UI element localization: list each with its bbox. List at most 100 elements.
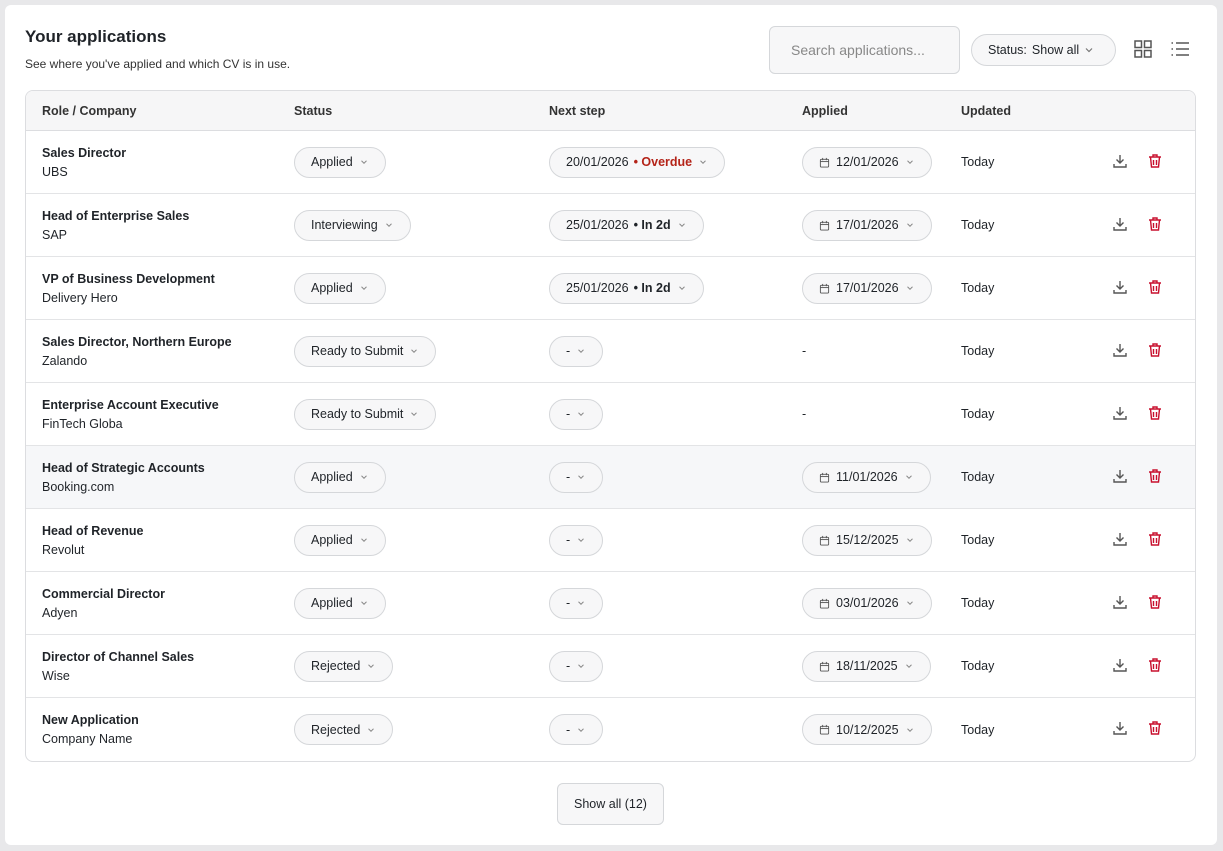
company: FinTech Globa [42,416,123,431]
download-icon[interactable] [1112,153,1128,169]
updated-cell: Today [961,533,1195,547]
delete-icon[interactable] [1147,216,1163,232]
table-row: Head of Strategic Accounts Booking.com App… [26,446,1195,509]
download-icon[interactable] [1112,216,1128,232]
applied-cell: 17/01/2026 [802,272,961,304]
status: Applied [311,533,353,547]
table-row: Head of Enterprise Sales SAP Interviewing 2… [26,194,1195,257]
next-step-pill[interactable]: - [549,461,604,493]
chevron [360,475,367,479]
calendar-icon [819,598,830,609]
table-row: Enterprise Account Executive FinTech Glob… [26,383,1195,446]
applied-date: 18/11/2025 [836,659,898,673]
next-step-note: • Overdue [633,155,693,169]
status: Rejected [311,722,361,737]
company: Company Name [42,732,133,746]
show-all-button[interactable]: Show all (12) [557,783,664,825]
applied-pill[interactable]: 03/01/2026 [802,587,932,619]
download-icon[interactable] [1112,594,1128,610]
applied-pill[interactable]: 12/01/2026 [802,146,932,178]
applied-pill[interactable]: 10/12/2025 [802,714,932,745]
next-step-pill[interactable]: - [549,524,604,556]
chevron [1085,48,1093,53]
column-header: Updated [961,103,1011,118]
updated-cell: Today [961,470,1195,484]
grid-view[interactable] [1134,40,1152,58]
download-icon[interactable] [1112,405,1128,421]
updated-cell: Today [961,723,1195,737]
title: Your applications [25,27,167,46]
applied-pill[interactable]: 17/01/2026 [802,209,932,241]
next-step-note: • In 2d [633,218,671,232]
status-pill[interactable]: Applied [294,146,386,178]
updated: Today [961,659,995,673]
calendar-icon [819,157,830,168]
status-pill[interactable]: Applied [294,272,386,304]
next-step-pill[interactable]: - [549,398,604,430]
company: Wise [42,668,70,683]
delete-icon[interactable] [1147,531,1163,547]
next-step-pill[interactable]: 25/01/2026 • In 2d [549,209,704,241]
status-pill[interactable]: Ready to Submit [294,398,437,430]
status-cell: Ready to Submit [294,335,549,367]
download-icon[interactable] [1112,720,1128,736]
chevron [368,727,375,732]
next-step-pill[interactable]: - [549,714,604,745]
role: New Application [42,713,139,727]
row-actions [1112,657,1163,673]
role-cell: Head of Enterprise Sales SAP [42,209,294,242]
list-view[interactable] [1171,40,1189,58]
status-pill[interactable]: Rejected [294,650,394,682]
next-step-date: - [566,722,571,737]
download-icon[interactable] [1112,531,1128,547]
applied-pill[interactable]: 18/11/2025 [802,650,931,682]
next-step-date: 25/01/2026 [566,281,629,295]
download-icon[interactable] [1112,657,1128,673]
applied-pill[interactable]: 11/01/2026 [802,461,931,493]
applied-date: - [802,407,807,421]
chevron [578,601,585,605]
calendar-icon [819,535,830,546]
header-row: Role / Company Status Next step Applied Upda… [26,91,1195,131]
download-icon[interactable] [1112,342,1128,358]
delete-icon[interactable] [1147,468,1163,484]
download-icon[interactable] [1112,279,1128,295]
delete-icon[interactable] [1147,720,1163,736]
next-step-pill[interactable]: - [549,335,604,367]
chevron [678,286,685,290]
status-pill[interactable]: Ready to Submit [294,335,437,367]
next-step-pill[interactable]: 25/01/2026 • In 2d [549,272,704,304]
status-pill[interactable]: Applied [294,587,386,619]
delete-icon[interactable] [1147,594,1163,610]
applied-pill[interactable]: 17/01/2026 [802,272,932,304]
delete-icon[interactable] [1147,153,1163,169]
table-row: Sales Director, Northern Europe Zalando Re… [26,320,1195,383]
updated: Today [961,407,995,421]
role-cell: Director of Channel Sales Wise [42,650,294,683]
search-input[interactable]: Search applications... [769,26,960,74]
updated: Today [961,596,995,610]
status-pill[interactable]: Rejected [294,714,394,745]
chevron [905,475,912,479]
delete-icon[interactable] [1147,405,1163,421]
applied-pill[interactable]: 15/12/2025 [802,524,932,556]
next-step-pill[interactable]: - [549,650,604,682]
status-pill[interactable]: Applied [294,524,386,556]
delete-icon[interactable] [1147,342,1163,358]
delete-icon[interactable] [1147,657,1163,673]
next-step-pill[interactable]: - [549,587,604,619]
company: SAP [42,227,68,242]
download-icon[interactable] [1112,468,1128,484]
updated: Today [961,470,995,484]
status-pill[interactable]: Interviewing [294,209,411,241]
delete-icon[interactable] [1147,279,1163,295]
next-step-cell: - [549,398,802,430]
chevron [906,223,913,227]
next-step-pill[interactable]: 20/01/2026 • Overdue [549,146,726,178]
status: Interviewing [311,218,378,232]
status-pill[interactable]: Applied [294,461,386,493]
column-header: Role / Company [42,103,137,118]
chevron [906,601,913,605]
chevron [906,286,913,290]
status-filter[interactable]: Status: Show all [971,34,1116,66]
